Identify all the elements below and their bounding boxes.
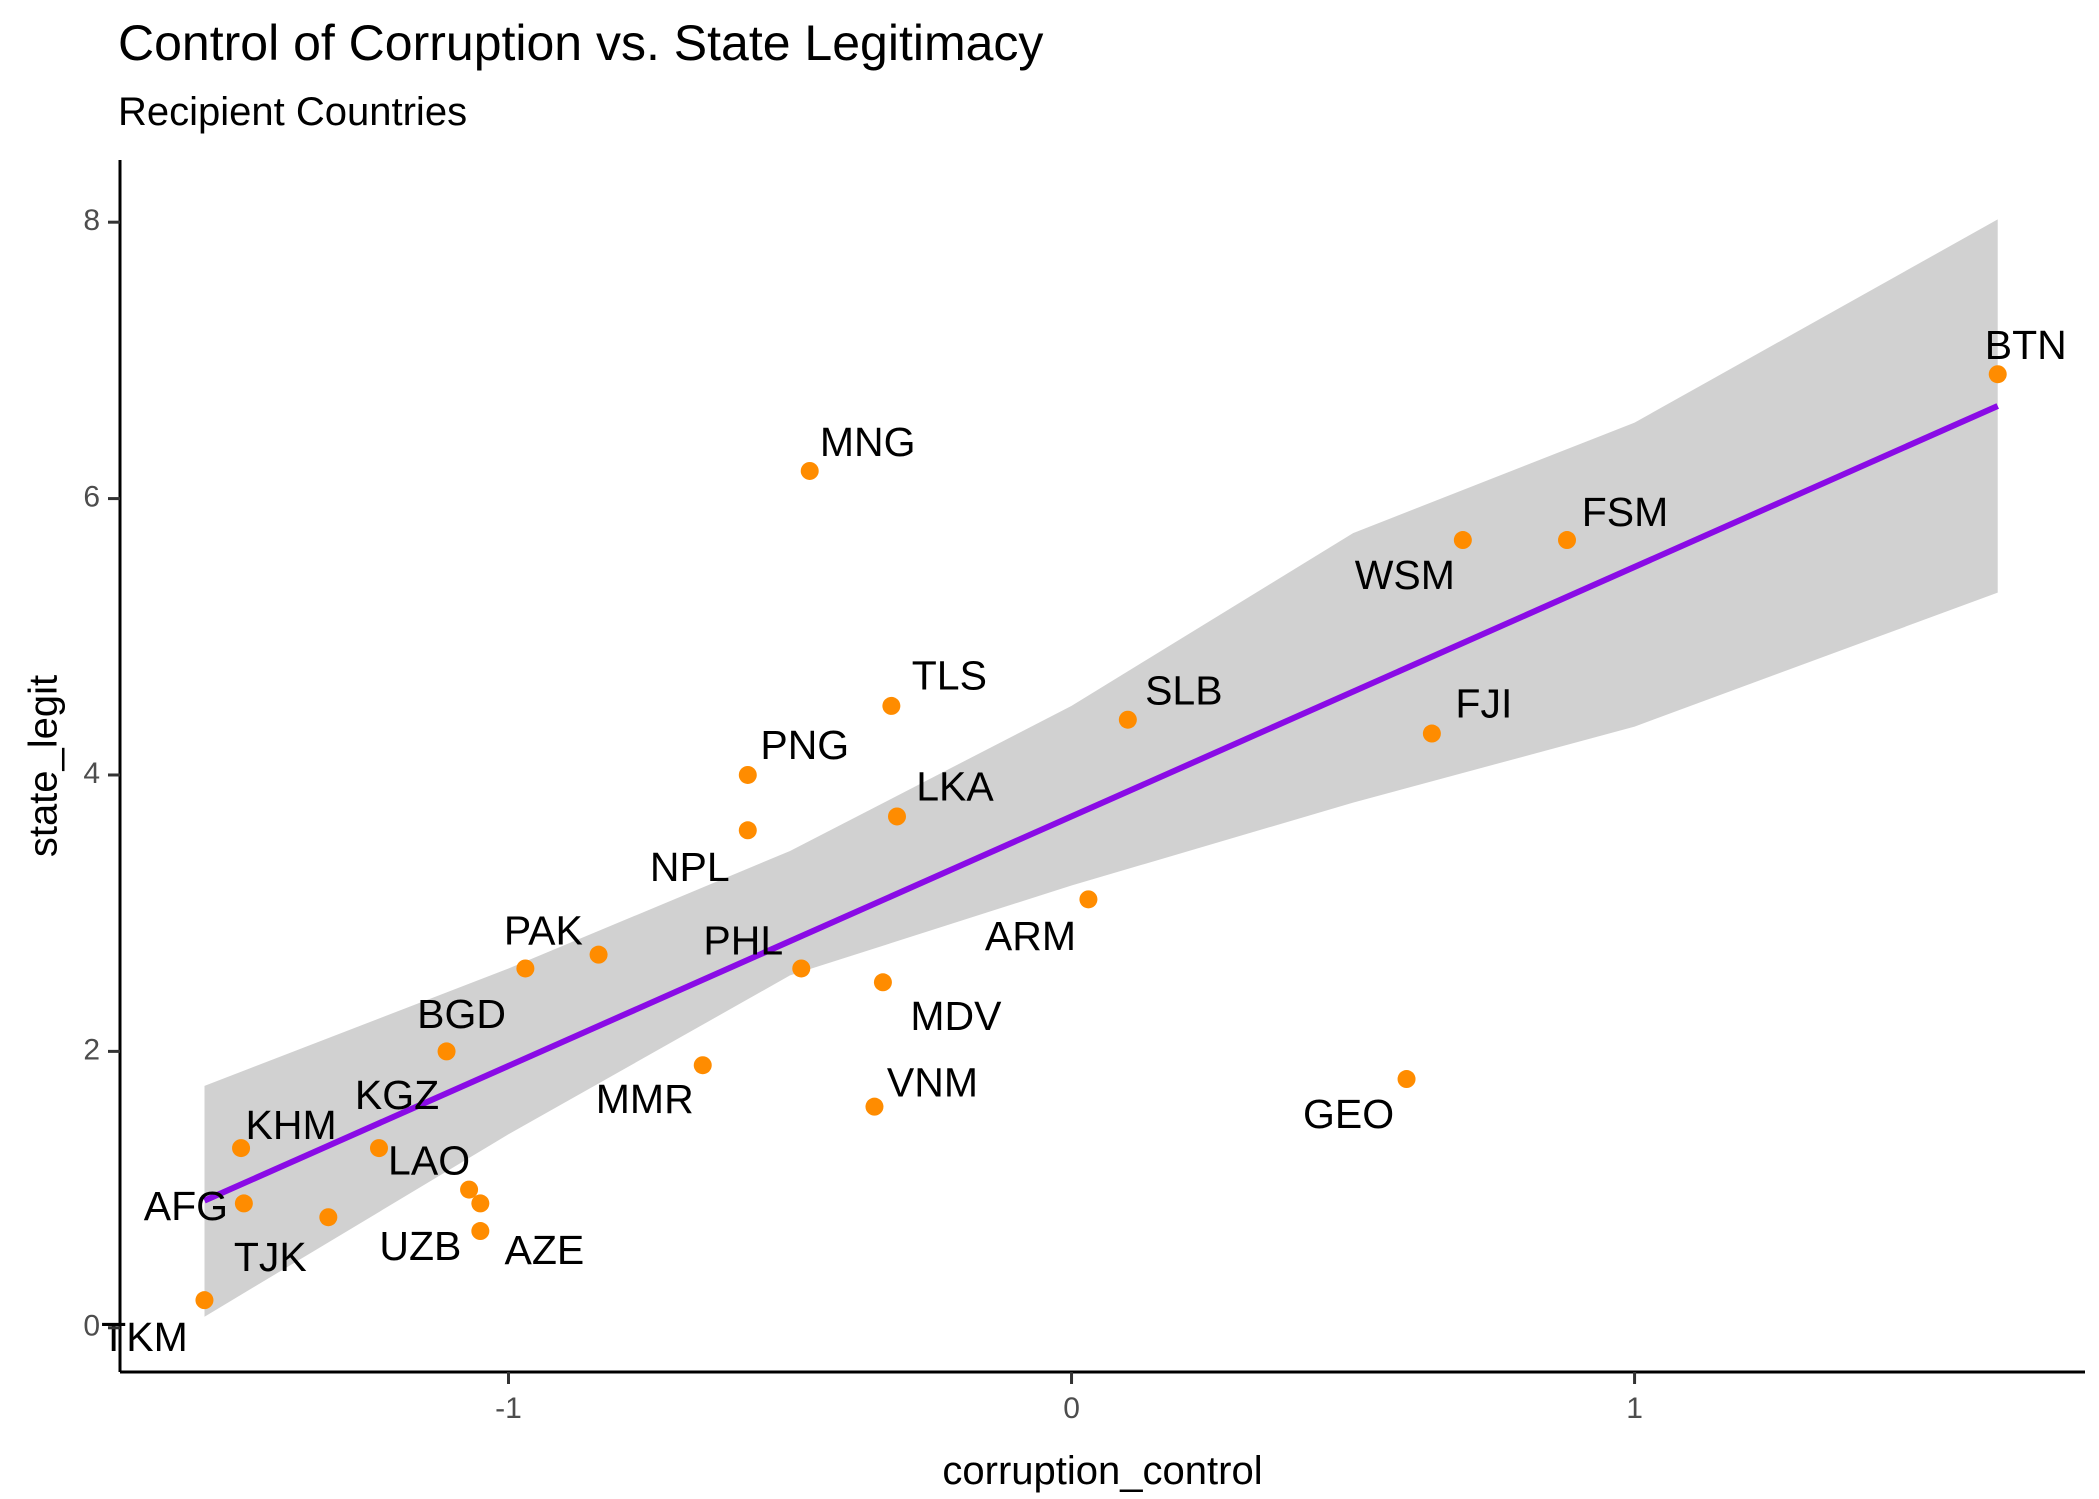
y-tick-label: 0 (83, 1310, 100, 1343)
data-point (471, 1222, 490, 1241)
data-point (887, 807, 906, 826)
points-layer (195, 365, 2007, 1310)
point-label: WSM (1355, 552, 1455, 598)
data-point (1422, 724, 1441, 743)
data-point (319, 1208, 338, 1227)
point-label: TJK (234, 1234, 307, 1280)
y-tick-label: 8 (83, 204, 100, 237)
point-label: MDV (910, 993, 1002, 1039)
point-label: MNG (820, 419, 916, 465)
point-label: LKA (916, 763, 994, 809)
point-label: BTN (1985, 322, 2067, 368)
fit-line-layer (203, 403, 1999, 1204)
data-point (1079, 890, 1098, 909)
x-tick-label: -1 (495, 1392, 522, 1425)
point-label: AFG (144, 1183, 228, 1229)
point-label: ARM (985, 913, 1076, 959)
axes-layer: -1 0 1 0 2 4 6 8 corruption_control state_legi… (22, 160, 2085, 1493)
data-point (1118, 710, 1137, 729)
point-label: GEO (1303, 1091, 1394, 1137)
point-label: FSM (1582, 489, 1669, 535)
point-label: KGZ (355, 1072, 439, 1118)
data-point (738, 821, 757, 840)
point-label: SLB (1145, 668, 1223, 714)
data-point (738, 765, 757, 784)
data-point (369, 1139, 388, 1158)
data-point (460, 1180, 479, 1199)
data-point (234, 1194, 253, 1213)
data-point (792, 959, 811, 978)
point-label: PNG (760, 722, 849, 768)
fit-line (203, 403, 1999, 1204)
data-point (471, 1194, 490, 1213)
chart-title: Control of Corruption vs. State Legitima… (118, 15, 1044, 71)
y-tick-label: 6 (83, 481, 100, 514)
data-point (865, 1097, 884, 1116)
data-point (693, 1056, 712, 1075)
y-ticks: 0 2 4 6 8 (83, 204, 120, 1343)
point-label: AZE (504, 1227, 584, 1273)
point-labels-layer: AFG KHM TJK TKM KGZ LAO UZB AZE BGD PAK MMR PHL MDV V… (101, 322, 2067, 1360)
data-point (1988, 365, 2007, 384)
point-label: LAO (388, 1137, 470, 1183)
chart-subtitle: Recipient Countries (118, 90, 468, 134)
data-point (195, 1291, 214, 1310)
point-label: KHM (245, 1102, 336, 1148)
point-label: FJI (1455, 680, 1512, 726)
x-axis-title: corruption_control (942, 1449, 1262, 1493)
point-label: TLS (912, 653, 987, 699)
point-label: PHL (703, 917, 783, 963)
point-label: BGD (417, 991, 506, 1037)
data-point (232, 1139, 251, 1158)
point-label: PAK (504, 907, 583, 953)
data-point (873, 973, 892, 992)
confidence-band (204, 219, 1998, 1317)
x-tick-label: 1 (1626, 1392, 1643, 1425)
point-label: VNM (887, 1059, 978, 1105)
y-axis-title: state_legit (22, 675, 66, 857)
point-label: TKM (101, 1314, 188, 1360)
y-tick-label: 4 (83, 757, 100, 790)
data-point (516, 959, 535, 978)
x-tick-label: 0 (1063, 1392, 1080, 1425)
x-ticks: -1 0 1 (495, 1372, 1643, 1425)
data-point (882, 696, 901, 715)
data-point (589, 945, 608, 964)
data-point (1558, 531, 1577, 550)
data-point (1453, 531, 1472, 550)
data-point (1397, 1070, 1416, 1089)
data-point (437, 1042, 456, 1061)
point-label: MMR (596, 1076, 694, 1122)
point-label: UZB (379, 1223, 461, 1269)
confidence-band-layer (204, 219, 1998, 1317)
y-tick-label: 2 (83, 1033, 100, 1066)
point-label: NPL (650, 844, 730, 890)
data-point (800, 461, 819, 480)
